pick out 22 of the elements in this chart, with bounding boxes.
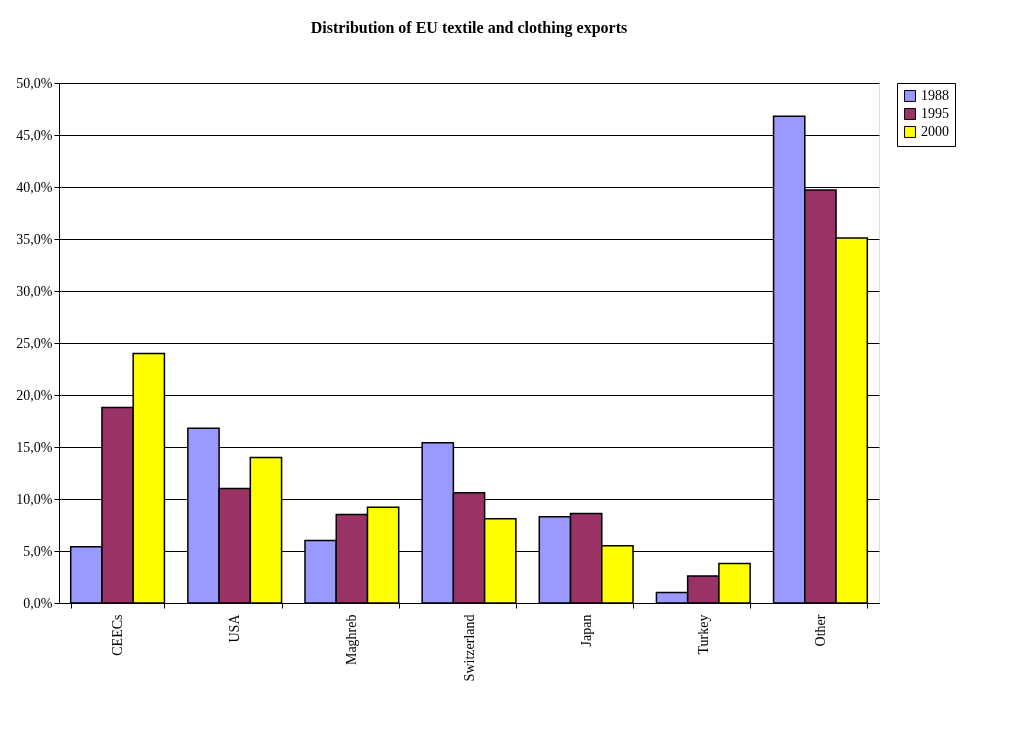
x-tick-label: CEECs <box>110 614 126 656</box>
y-tick-label: 20,0% <box>16 387 53 403</box>
y-tick-label: 0,0% <box>23 595 53 611</box>
y-tick-label: 10,0% <box>16 491 53 507</box>
y-tick-label: 45,0% <box>16 127 53 143</box>
y-tick-label: 30,0% <box>16 283 53 299</box>
x-tick-label: Turkey <box>695 614 711 655</box>
y-tick-label: 40,0% <box>16 179 53 195</box>
legend-label: 1995 <box>921 106 949 121</box>
x-tick-label: Switzerland <box>461 614 477 682</box>
x-tick-label: Maghreb <box>344 614 360 666</box>
x-tick-label: Other <box>812 614 828 647</box>
y-tick-label: 50,0% <box>16 75 53 91</box>
y-tick-label: 15,0% <box>16 439 53 455</box>
x-tick-label: USA <box>227 613 243 643</box>
chart-title: Distribution of EU textile and clothing exports <box>310 19 628 37</box>
y-tick-label: 25,0% <box>16 335 53 351</box>
legend-label: 2000 <box>921 124 949 139</box>
legend-label: 1988 <box>921 88 949 103</box>
y-tick-label: 5,0% <box>23 543 53 559</box>
y-tick-label: 35,0% <box>16 231 53 247</box>
x-tick-label: Japan <box>578 614 594 647</box>
